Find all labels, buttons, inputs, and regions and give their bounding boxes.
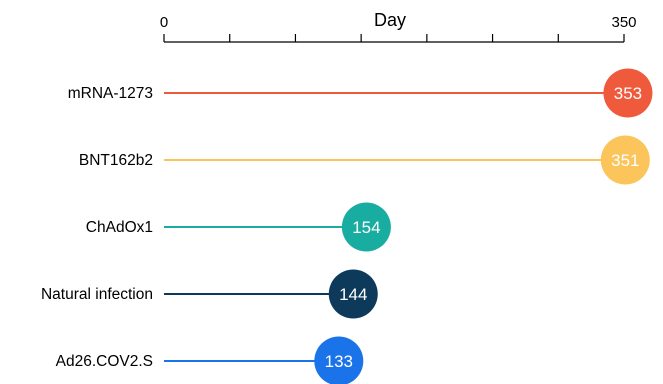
category-label: Natural infection (41, 286, 153, 303)
series-row: BNT162b2 351 (79, 135, 650, 185)
value-label: 353 (614, 84, 642, 103)
lollipop-marker (341, 202, 391, 252)
category-label: mRNA-1273 (68, 85, 153, 102)
lollipop-marker (603, 68, 653, 118)
series-row: mRNA-1273 353 (68, 68, 653, 118)
category-label: BNT162b2 (79, 152, 153, 169)
series-row: ChAdOx1 154 (86, 202, 391, 252)
value-label: 154 (352, 218, 380, 237)
lollipop-marker (328, 269, 378, 319)
x-axis-title: Day (374, 10, 406, 30)
series-row: Natural infection 144 (41, 269, 378, 319)
lollipop-marker (314, 336, 364, 384)
value-label: 144 (339, 285, 367, 304)
x-tick-label: 350 (611, 14, 636, 31)
series-row: Ad26.COV2.S 133 (56, 336, 364, 384)
lollipop-marker (600, 135, 650, 185)
x-axis: 0 350 Day (160, 10, 637, 43)
value-label: 351 (611, 151, 639, 170)
x-tick-label: 0 (160, 14, 168, 31)
category-label: Ad26.COV2.S (56, 353, 153, 370)
category-label: ChAdOx1 (86, 219, 153, 236)
value-label: 133 (325, 352, 353, 371)
plot-area: mRNA-1273 353 BNT162b2 351 ChAdOx1 154 Natural… (41, 68, 653, 384)
